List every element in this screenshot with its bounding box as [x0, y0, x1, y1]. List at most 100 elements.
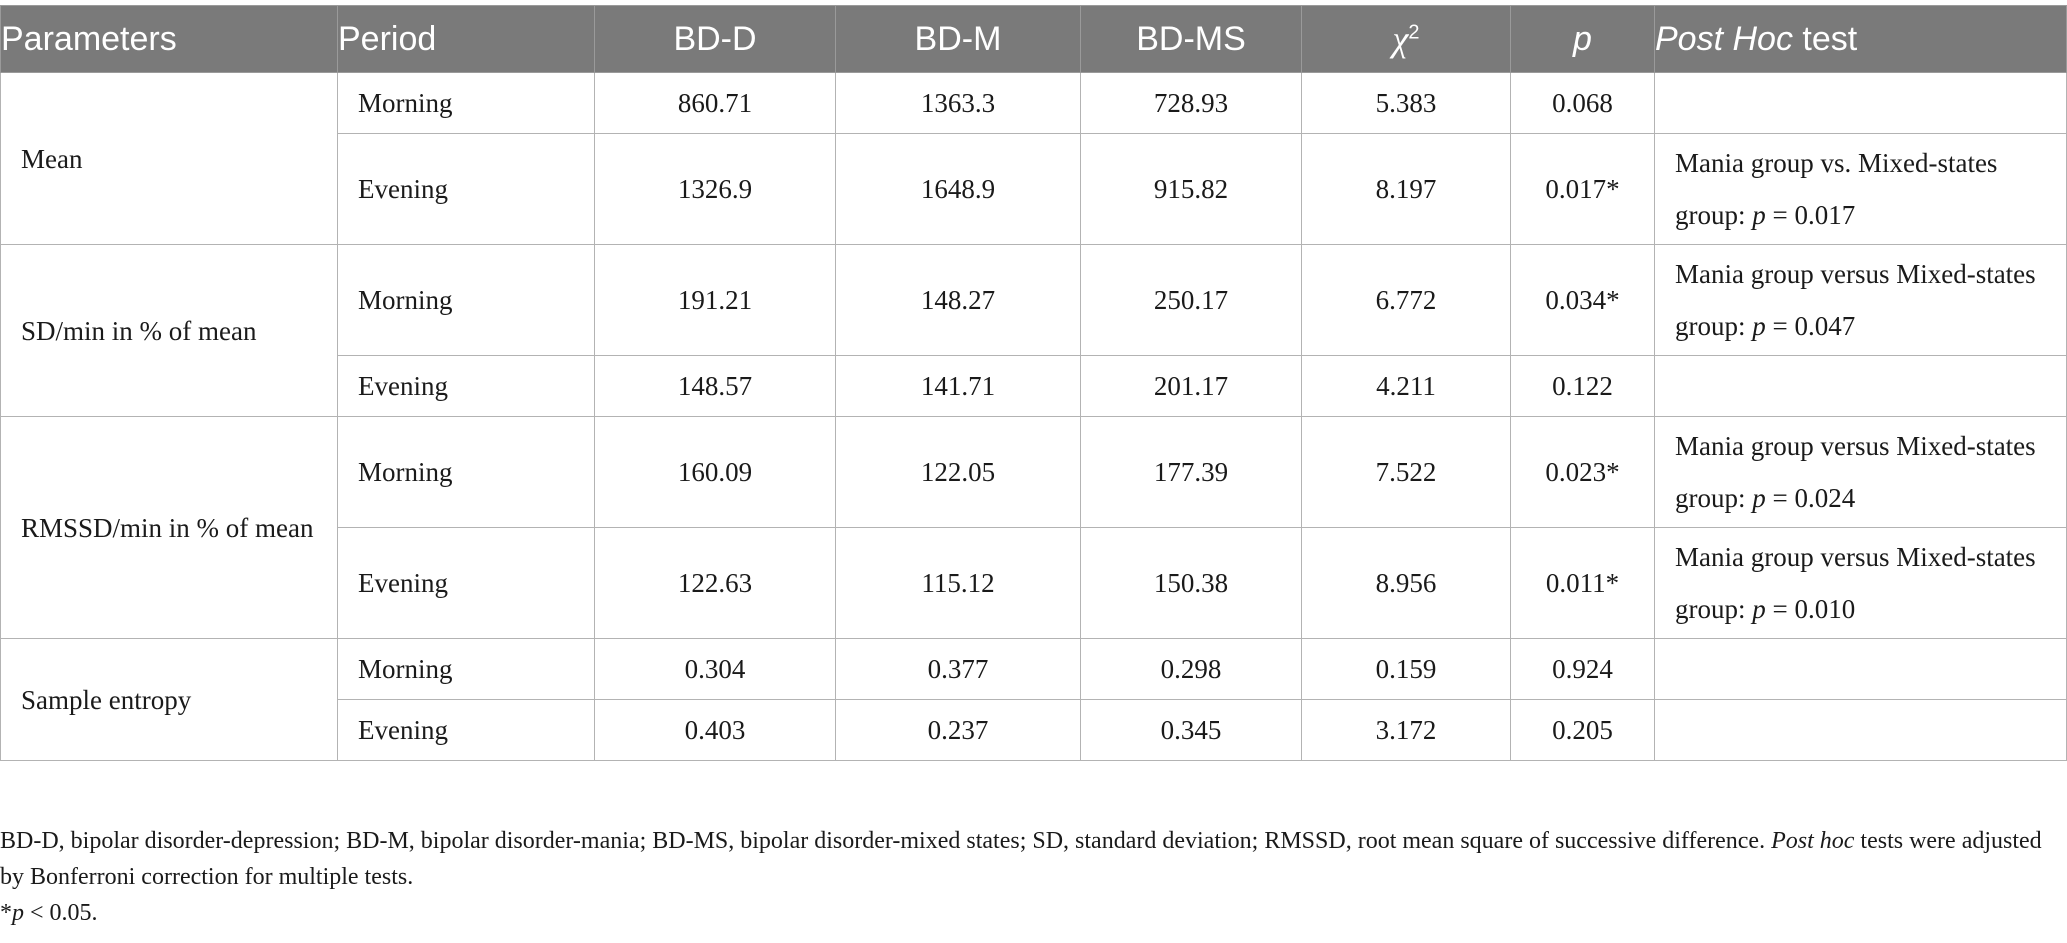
post-hoc-p: p	[1752, 594, 1766, 624]
chi-square-cell: 8.197	[1301, 133, 1511, 245]
table-footnotes: BD-D, bipolar disorder-depression; BD-M,…	[0, 823, 2066, 931]
chi-symbol: χ	[1392, 18, 1409, 59]
parameter-cell: Sample entropy	[0, 638, 338, 761]
period-cell: Evening	[337, 355, 595, 417]
bd-m-cell: 122.05	[835, 416, 1081, 528]
footnote-abbreviations: BD-D, bipolar disorder-depression; BD-M,…	[0, 823, 2066, 895]
bd-ms-cell: 177.39	[1080, 416, 1302, 528]
bd-ms-cell: 915.82	[1080, 133, 1302, 245]
header-post-hoc-rest: test	[1792, 20, 1858, 58]
p-value-cell: 0.924	[1510, 638, 1655, 700]
header-p-label: p	[1573, 20, 1592, 58]
p-value-cell: 0.205	[1510, 699, 1655, 761]
bd-m-cell: 1648.9	[835, 133, 1081, 245]
table-row: Mean Morning 860.71 1363.3 728.93 5.383 0.068	[0, 72, 2067, 245]
p-value-cell: 0.011*	[1510, 527, 1655, 639]
bd-d-cell: 0.403	[594, 699, 836, 761]
post-hoc-cell: Mania group vs. Mixed-states group: p = …	[1654, 133, 2067, 245]
bd-m-cell: 1363.3	[835, 72, 1081, 134]
bd-m-cell: 0.377	[835, 638, 1081, 700]
period-cell: Morning	[337, 72, 595, 134]
period-cell: Evening	[337, 133, 595, 245]
p-value-cell: 0.023*	[1510, 416, 1655, 528]
footnote-abbrev-italic: Post hoc	[1771, 828, 1855, 854]
chi-square-cell: 0.159	[1301, 638, 1511, 700]
period-cell: Morning	[337, 638, 595, 700]
bd-d-cell: 160.09	[594, 416, 836, 528]
bd-d-cell: 1326.9	[594, 133, 836, 245]
bd-d-cell: 191.21	[594, 244, 836, 356]
bd-ms-cell: 0.345	[1080, 699, 1302, 761]
post-hoc-p: p	[1752, 311, 1766, 341]
post-hoc-value: = 0.010	[1765, 594, 1856, 624]
post-hoc-p: p	[1752, 200, 1766, 230]
p-value-cell: 0.122	[1510, 355, 1655, 417]
results-table: Parameters Period BD-D BD-M BD-MS χ2 p P…	[0, 5, 2067, 761]
bd-ms-cell: 250.17	[1080, 244, 1302, 356]
header-p: p	[1510, 5, 1655, 73]
footnote-sig-p: p	[12, 900, 24, 926]
header-row: Parameters Period BD-D BD-M BD-MS χ2 p P…	[0, 5, 2067, 73]
chi-square-cell: 3.172	[1301, 699, 1511, 761]
post-hoc-cell: Mania group versus Mixed-states group: p…	[1654, 244, 2067, 356]
post-hoc-cell	[1654, 72, 2067, 134]
post-hoc-text: Mania group versus Mixed-states group:	[1675, 259, 2036, 341]
footnote-abbrev-tail: tests were adjusted by Bonferroni correc…	[0, 828, 2042, 890]
bd-m-cell: 0.237	[835, 699, 1081, 761]
table-row: Sample entropy Morning 0.304 0.377 0.298 0.15…	[0, 638, 2067, 761]
header-period: Period	[337, 5, 595, 73]
parameter-cell: Mean	[0, 72, 338, 245]
bd-m-cell: 141.71	[835, 355, 1081, 417]
footnote-abbrev-main: BD-D, bipolar disorder-depression; BD-M,…	[0, 828, 1772, 854]
footnote-significance: *p < 0.05.	[0, 895, 2066, 931]
post-hoc-cell	[1654, 699, 2067, 761]
post-hoc-value: = 0.024	[1765, 483, 1856, 513]
bd-d-cell: 148.57	[594, 355, 836, 417]
table-row: SD/min in % of mean Morning 191.21 148.27 25…	[0, 244, 2067, 417]
post-hoc-cell	[1654, 355, 2067, 417]
header-parameters: Parameters	[0, 5, 338, 73]
chi-square-cell: 7.522	[1301, 416, 1511, 528]
p-value-cell: 0.034*	[1510, 244, 1655, 356]
post-hoc-text: Mania group versus Mixed-states group:	[1675, 431, 2036, 513]
header-bd-ms: BD-MS	[1080, 5, 1302, 73]
header-chi-square: χ2	[1301, 5, 1511, 73]
header-bd-m: BD-M	[835, 5, 1081, 73]
header-post-hoc: Post Hoc test	[1654, 5, 2067, 73]
chi-square-cell: 6.772	[1301, 244, 1511, 356]
period-cell: Evening	[337, 527, 595, 639]
chi-square-cell: 5.383	[1301, 72, 1511, 134]
period-cell: Morning	[337, 244, 595, 356]
parameter-cell: SD/min in % of mean	[0, 244, 338, 417]
post-hoc-text: Mania group versus Mixed-states group:	[1675, 542, 2036, 624]
post-hoc-cell	[1654, 638, 2067, 700]
chi-square-cell: 4.211	[1301, 355, 1511, 417]
bd-d-cell: 860.71	[594, 72, 836, 134]
bd-m-cell: 115.12	[835, 527, 1081, 639]
table-row: RMSSD/min in % of mean Morning 160.09 122.0…	[0, 416, 2067, 639]
post-hoc-value: = 0.047	[1765, 311, 1856, 341]
bd-d-cell: 0.304	[594, 638, 836, 700]
bd-m-cell: 148.27	[835, 244, 1081, 356]
post-hoc-value: = 0.017	[1765, 200, 1856, 230]
period-cell: Morning	[337, 416, 595, 528]
post-hoc-cell: Mania group versus Mixed-states group: p…	[1654, 416, 2067, 528]
table-row: Evening 122.63 115.12 150.38 8.956 0.011* Mani…	[1, 527, 2067, 639]
post-hoc-text: Mania group vs. Mixed-states group:	[1675, 148, 1998, 230]
bd-ms-cell: 150.38	[1080, 527, 1302, 639]
p-value-cell: 0.068	[1510, 72, 1655, 134]
footnote-sig-rest: < 0.05.	[24, 900, 98, 926]
table-header: Parameters Period BD-D BD-M BD-MS χ2 p P…	[0, 5, 2067, 73]
chi-square-cell: 8.956	[1301, 527, 1511, 639]
bd-ms-cell: 728.93	[1080, 72, 1302, 134]
bd-d-cell: 122.63	[594, 527, 836, 639]
p-value-cell: 0.017*	[1510, 133, 1655, 245]
post-hoc-p: p	[1752, 483, 1766, 513]
table-row: Evening 0.403 0.237 0.345 3.172 0.205	[1, 699, 2067, 761]
period-cell: Evening	[337, 699, 595, 761]
bd-ms-cell: 0.298	[1080, 638, 1302, 700]
bd-ms-cell: 201.17	[1080, 355, 1302, 417]
post-hoc-cell: Mania group versus Mixed-states group: p…	[1654, 527, 2067, 639]
header-bd-d: BD-D	[594, 5, 836, 73]
